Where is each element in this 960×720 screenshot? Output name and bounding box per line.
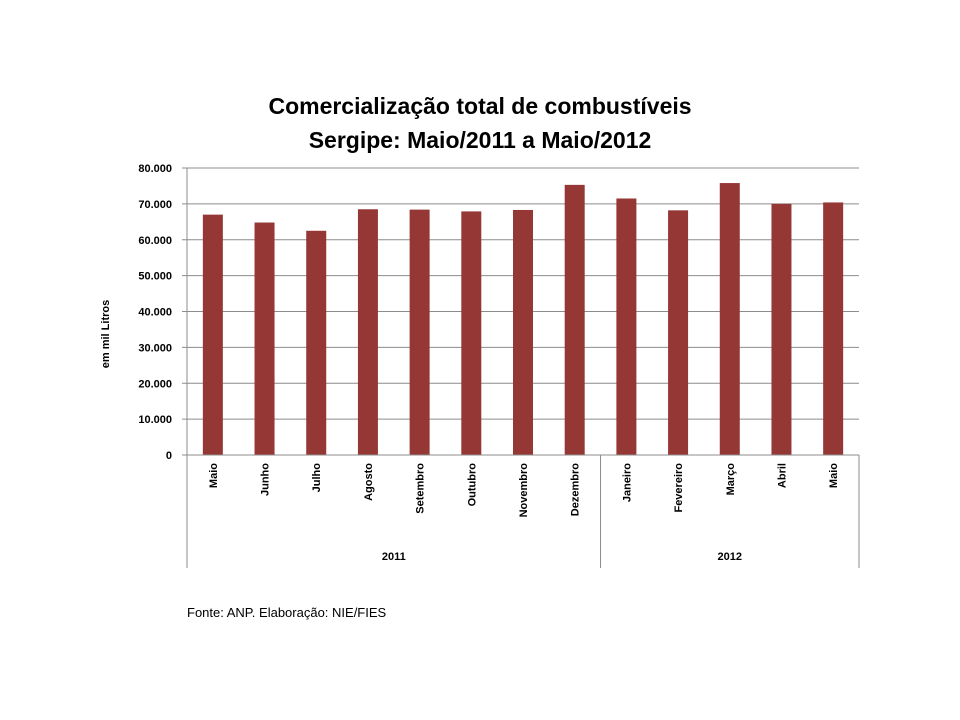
bar: [254, 222, 275, 455]
bar: [513, 209, 533, 455]
x-category-label: Abril: [776, 463, 788, 488]
y-tick-label: 40.000: [138, 307, 172, 319]
x-group-label: 2011: [382, 551, 406, 563]
bar: [409, 209, 430, 455]
y-tick-label: 10.000: [138, 414, 172, 426]
y-tick-label: 0: [166, 450, 172, 462]
y-tick-label: 20.000: [138, 378, 172, 390]
y-tick-label: 50.000: [138, 271, 172, 283]
axes: [186, 168, 860, 568]
bars: [202, 183, 844, 455]
y-tick-label: 60.000: [138, 235, 172, 247]
x-axis-categories: Maio Junho Julho Agosto Setembro Outubro Novem…: [208, 463, 840, 518]
y-axis-label: em mil Litros: [100, 300, 112, 368]
bar: [823, 202, 844, 455]
x-category-label: Maio: [828, 463, 840, 488]
bar: [668, 210, 689, 455]
bar: [616, 198, 637, 455]
bar: [771, 203, 792, 455]
chart-title-line1: Comercialização total de combustíveis: [268, 93, 691, 119]
chart-title-line2: Sergipe: Maio/2011 a Maio/2012: [309, 127, 652, 153]
bar: [306, 230, 327, 455]
source-note: Fonte: ANP. Elaboração: NIE/FIES: [187, 605, 387, 620]
x-category-label: Dezembro: [570, 463, 582, 516]
x-category-label: Junho: [260, 463, 272, 496]
x-category-label: Julho: [311, 463, 323, 493]
y-axis-ticks: 0 10.000 20.000 30.000 40.000 50.000 60.000 70.…: [138, 163, 172, 462]
x-category-label: Maio: [208, 463, 220, 488]
x-group-label: 2012: [718, 551, 742, 563]
x-category-label: Setembro: [415, 463, 427, 514]
x-category-label: Fevereiro: [673, 463, 685, 513]
y-tick-label: 30.000: [138, 342, 172, 354]
y-tick-label: 80.000: [138, 163, 172, 175]
bar: [719, 183, 740, 455]
x-axis-groups: 2011 2012: [382, 551, 742, 563]
x-category-label: Março: [725, 463, 737, 496]
x-category-label: Janeiro: [621, 463, 633, 502]
x-category-label: Outubro: [466, 463, 478, 507]
bar: [202, 214, 223, 455]
x-category-label: Novembro: [518, 463, 530, 518]
bar: [357, 209, 378, 455]
x-category-label: Agosto: [363, 463, 375, 501]
y-tick-label: 70.000: [138, 199, 172, 211]
bar: [461, 211, 482, 455]
bar: [564, 184, 585, 455]
